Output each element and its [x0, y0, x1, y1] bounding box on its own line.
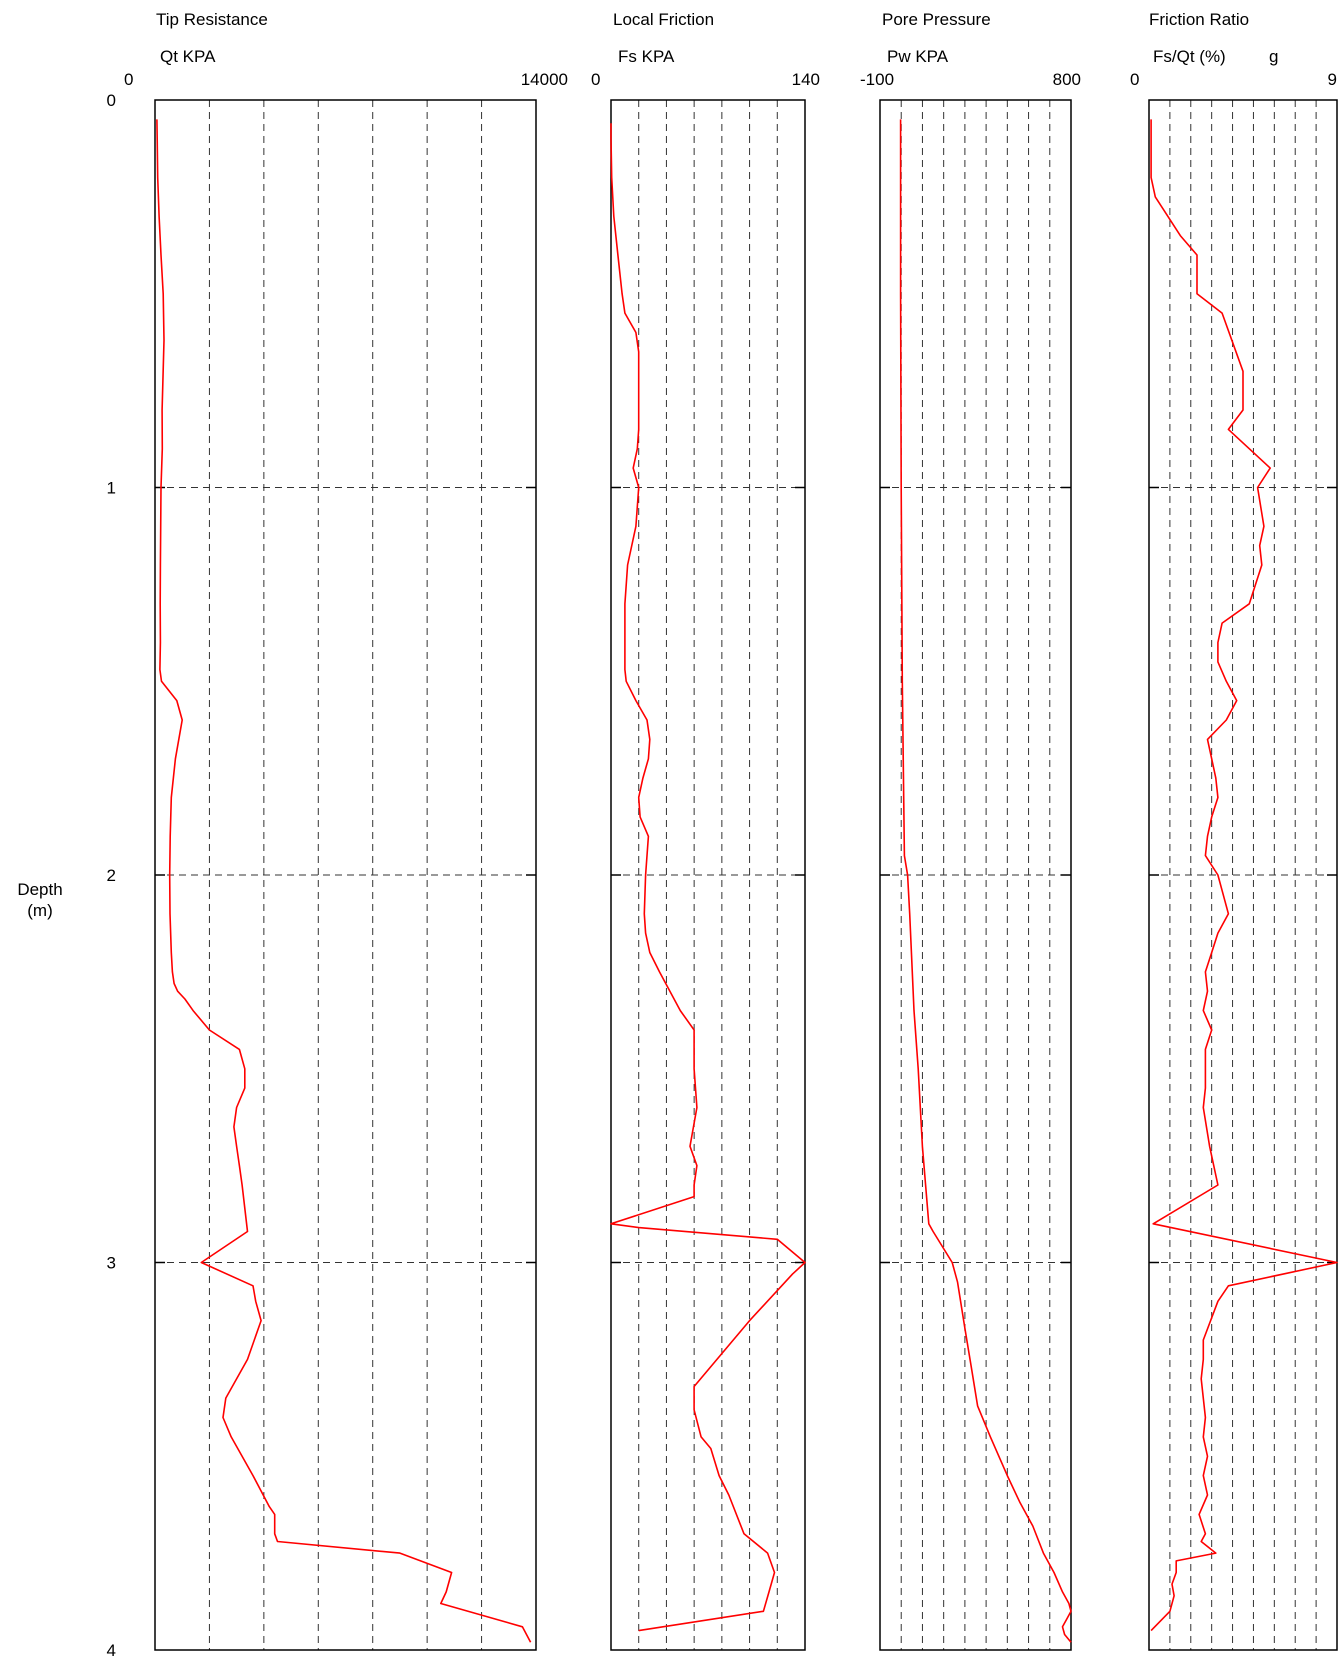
series-line — [1150, 119, 1338, 1632]
series-line — [156, 119, 532, 1643]
depth-tick-label: 0 — [107, 91, 116, 110]
panel-plot-area — [154, 99, 537, 1651]
depth-tick-label: 1 — [107, 479, 116, 498]
panel-x-axis-label: Fs/Qt (%) — [1153, 47, 1226, 66]
panel-plot-area — [879, 99, 1072, 1651]
panel-local-friction: Local Friction Fs KPA 0 140 — [591, 10, 820, 89]
panel-tip-resistance: Tip Resistance Qt KPA 0 14000 — [124, 10, 568, 89]
series-line — [899, 119, 1072, 1643]
series-line — [610, 123, 806, 1632]
panel-x-axis-label: Pw KPA — [887, 47, 949, 66]
panel-x-axis-label: Fs KPA — [618, 47, 675, 66]
panel-frame — [1148, 99, 1338, 1651]
x-max-tick-label: 14000 — [521, 70, 568, 89]
depth-axis-label: Depth — [17, 880, 62, 899]
x-min-tick-label: 0 — [591, 70, 600, 89]
panel-title: Local Friction — [613, 10, 714, 29]
panel-title: Tip Resistance — [156, 10, 268, 29]
x-max-tick-label: 800 — [1053, 70, 1081, 89]
panel-title: Friction Ratio — [1149, 10, 1249, 29]
x-min-tick-label: -100 — [860, 70, 894, 89]
panel-pore-pressure: Pore Pressure Pw KPA -100 800 — [860, 10, 1081, 89]
panel-x-axis-label: Qt KPA — [160, 47, 216, 66]
depth-tick-label: 3 — [107, 1254, 116, 1273]
panel-x-axis-label-extra: g — [1269, 47, 1278, 66]
depth-tick-label: 2 — [107, 866, 116, 885]
panel-title: Pore Pressure — [882, 10, 991, 29]
x-max-tick-label: 9 — [1328, 70, 1337, 89]
panel-frame — [610, 99, 806, 1651]
panel-frame — [154, 99, 537, 1651]
x-max-tick-label: 140 — [792, 70, 820, 89]
panel-plot-area — [1148, 99, 1338, 1651]
depth-tick-label: 4 — [107, 1641, 116, 1659]
panel-friction-ratio: Friction Ratio Fs/Qt (%) g 0 9 — [1130, 10, 1337, 89]
x-min-tick-label: 0 — [1130, 70, 1139, 89]
x-min-tick-label: 0 — [124, 70, 133, 89]
depth-axis-unit: (m) — [27, 901, 52, 920]
panel-plot-area — [610, 99, 806, 1651]
panel-frame — [879, 99, 1072, 1651]
